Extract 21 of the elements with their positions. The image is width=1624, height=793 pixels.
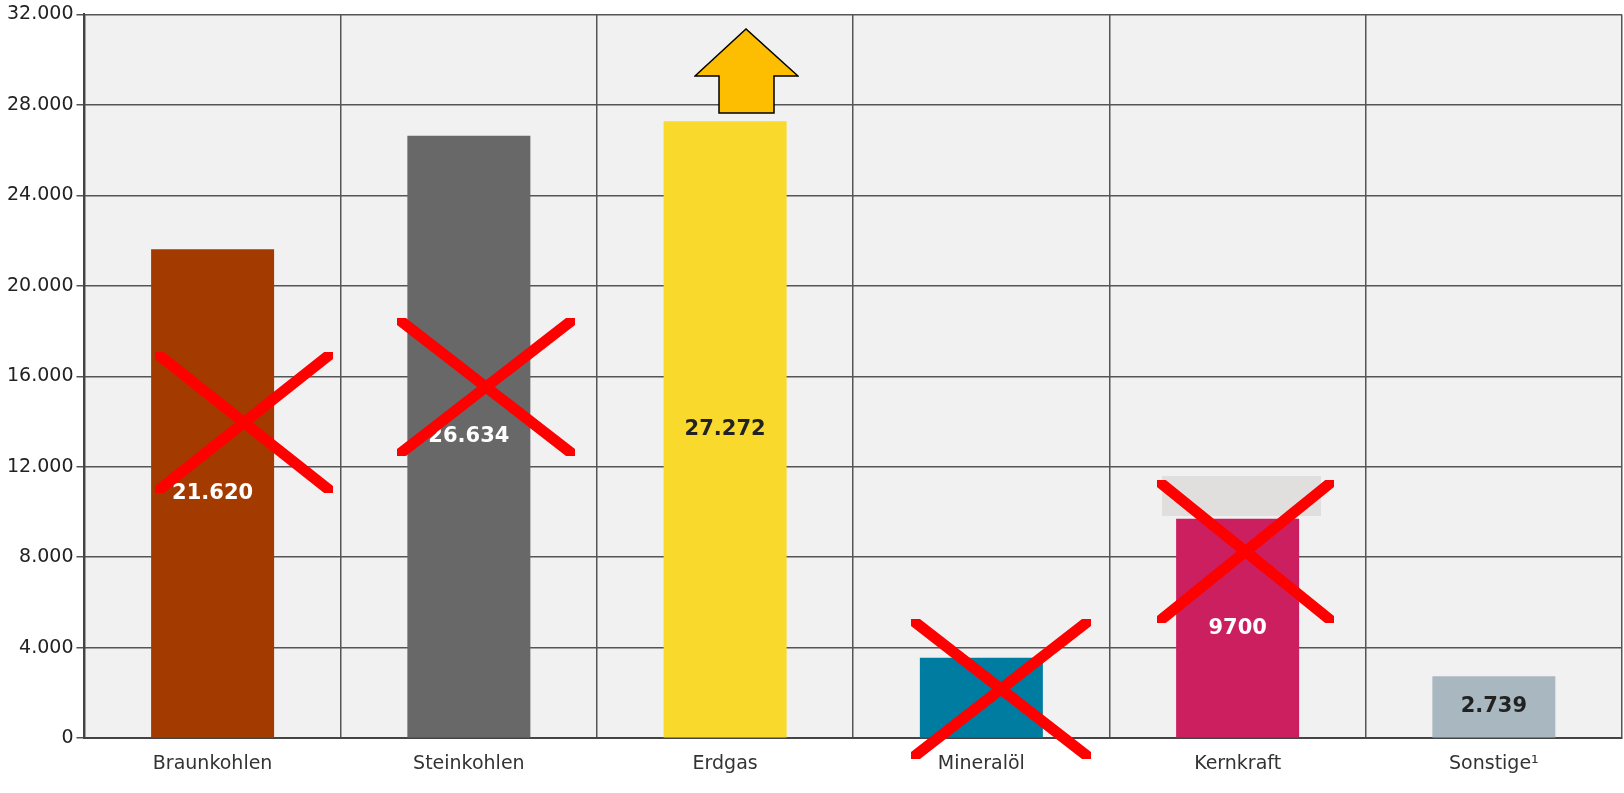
data-label: 27.272: [684, 415, 766, 440]
data-label: 9700: [1208, 614, 1267, 639]
x-tick-label: Kernkraft: [1194, 750, 1282, 773]
y-tick-label: 24.000: [7, 182, 74, 205]
x-tick-label: Mineralöl: [937, 750, 1025, 773]
x-tick-label: Braunkohlen: [152, 750, 273, 773]
x-tick-label: Erdgas: [692, 750, 758, 773]
y-tick-label: 4.000: [19, 634, 74, 657]
y-tick-label: 12.000: [7, 453, 74, 476]
bar: [663, 121, 787, 738]
y-tick-label: 32.000: [7, 1, 74, 24]
y-tick-label: 16.000: [7, 363, 74, 386]
y-tick-label: 20.000: [7, 272, 74, 295]
y-tick-label: 0: [61, 725, 74, 748]
x-tick-label: Sonstige¹: [1449, 750, 1539, 773]
data-label: 21.620: [172, 479, 254, 504]
y-tick-label: 8.000: [19, 544, 74, 567]
data-label: 2.739: [1460, 693, 1528, 718]
bar: [1432, 676, 1556, 738]
y-tick-label: 28.000: [7, 91, 74, 114]
x-tick-label: Steinkohlen: [413, 750, 525, 773]
